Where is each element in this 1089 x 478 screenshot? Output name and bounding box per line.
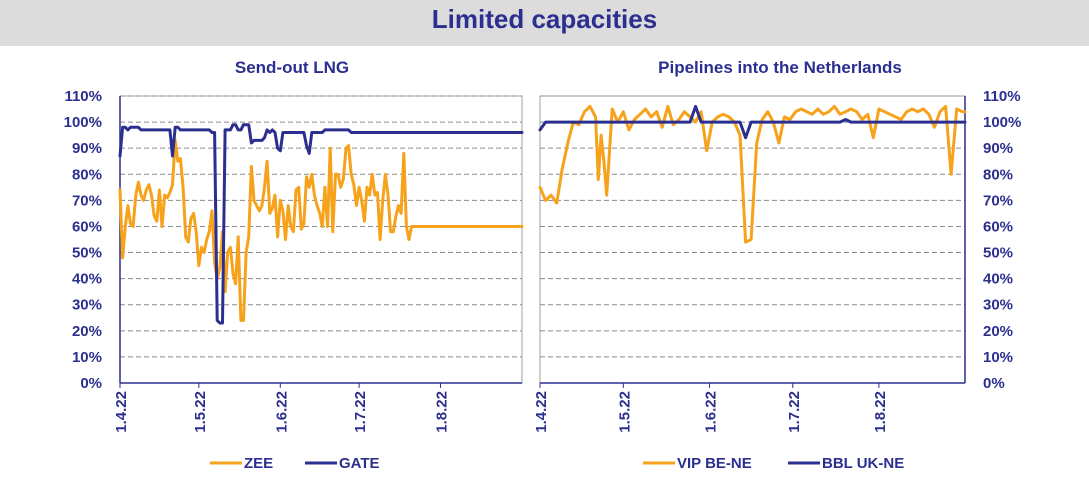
series-line-gate: [118, 123, 524, 325]
x-tick-label: 1.8.22: [434, 391, 451, 433]
page-title: Limited capacities: [431, 4, 658, 34]
y-tick-label: 100%: [983, 114, 1021, 131]
x-tick-label: 1.7.22: [786, 391, 803, 433]
y-tick-label: 30%: [983, 297, 1013, 314]
x-tick-label: 1.4.22: [113, 391, 130, 433]
y-tick-label: 100%: [64, 114, 102, 131]
y-tick-label: 80%: [983, 166, 1013, 183]
legend-label-bbl-uk-ne: BBL UK-NE: [822, 455, 904, 472]
y-tick-label: 20%: [983, 323, 1013, 340]
legend-label-gate: GATE: [339, 455, 380, 472]
y-tick-label: 20%: [72, 323, 102, 340]
y-tick-label: 110%: [64, 88, 102, 105]
plot-frame: [119, 95, 523, 384]
x-tick-label: 1.6.22: [273, 391, 290, 433]
panel-title: Send-out LNG: [235, 58, 349, 77]
x-tick-label: 1.6.22: [702, 391, 719, 433]
y-tick-label: 90%: [72, 140, 102, 157]
x-tick-label: 1.5.22: [192, 391, 209, 433]
y-tick-label: 60%: [72, 218, 102, 235]
y-tick-label: 50%: [72, 245, 102, 262]
y-tick-label: 0%: [983, 375, 1005, 392]
y-tick-label: 70%: [983, 192, 1013, 209]
pipelines-panel: Pipelines into the Netherlands 0% 10% 20% 30…: [533, 58, 1021, 472]
title-banner: Limited capacities: [0, 0, 1089, 46]
y-tick-label: 30%: [72, 297, 102, 314]
legend-label-zee: ZEE: [244, 455, 273, 472]
y-tick-label: 0%: [80, 375, 102, 392]
series-line-bbl-uk-ne: [538, 104, 967, 140]
x-tick-label: 1.5.22: [616, 391, 633, 433]
y-tick-label: 60%: [983, 218, 1013, 235]
y-tick-label: 70%: [72, 192, 102, 209]
y-tick-label: 40%: [72, 271, 102, 288]
y-tick-label: 90%: [983, 140, 1013, 157]
y-tick-label: 10%: [983, 349, 1013, 366]
send-out-lng-panel: Send-out LNG 0% 10% 20% 30% 40% 50% 60% 70% 80% 90…: [64, 58, 524, 472]
series-line-vip-be-ne: [538, 104, 967, 244]
panel-title: Pipelines into the Netherlands: [658, 58, 902, 77]
y-tick-label: 50%: [983, 245, 1013, 262]
legend-label-vip-be-ne: VIP BE-NE: [677, 455, 752, 472]
series-line-zee: [118, 138, 524, 322]
y-tick-label: 40%: [983, 271, 1013, 288]
x-tick-label: 1.8.22: [872, 391, 889, 433]
x-tick-label: 1.4.22: [533, 391, 550, 433]
y-tick-label: 80%: [72, 166, 102, 183]
y-tick-label: 110%: [983, 88, 1021, 105]
x-tick-label: 1.7.22: [352, 391, 369, 433]
y-tick-label: 10%: [72, 349, 102, 366]
